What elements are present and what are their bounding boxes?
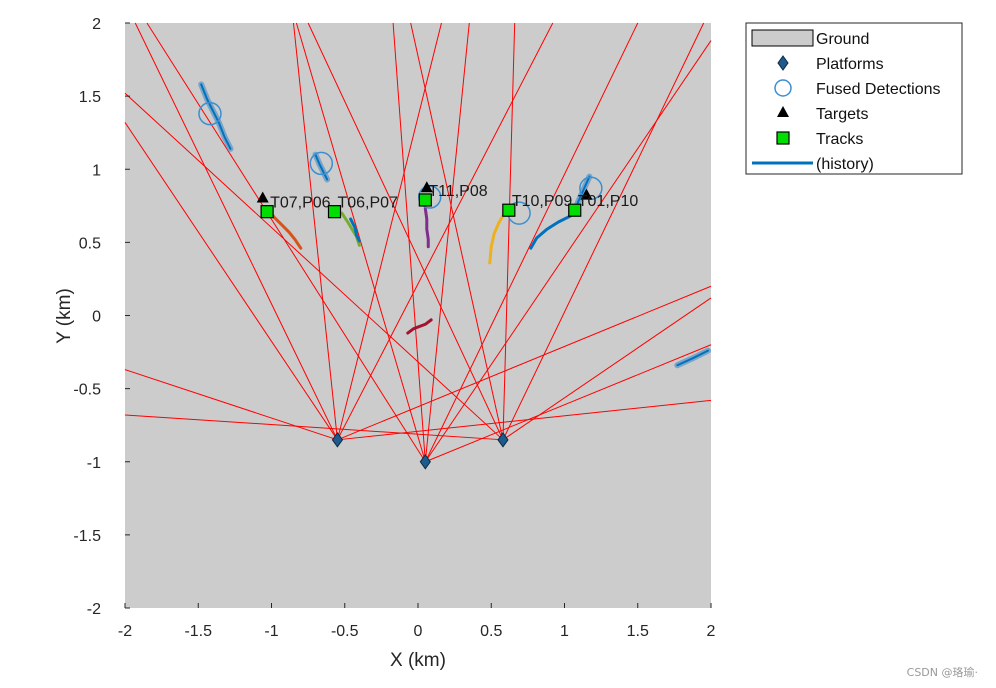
fused-detection-marker bbox=[198, 101, 222, 126]
sensor-ray bbox=[124, 122, 338, 441]
platforms-group bbox=[331, 431, 509, 470]
target-marker bbox=[256, 191, 269, 203]
fused-detection-marker bbox=[417, 185, 442, 209]
platform-marker bbox=[331, 431, 344, 448]
platform-marker bbox=[497, 431, 509, 448]
x-tick-label: 1.5 bbox=[627, 623, 649, 640]
sensor-rays-group bbox=[124, 22, 712, 463]
fused-detection-marker bbox=[309, 151, 334, 176]
track-marker bbox=[502, 203, 516, 217]
detection-cluster-core bbox=[576, 175, 591, 204]
track-label: T10,P09 bbox=[512, 193, 573, 210]
track-marker bbox=[260, 205, 274, 219]
sensor-ray bbox=[337, 285, 712, 441]
sensor-ray bbox=[292, 22, 338, 440]
sensor-ray bbox=[295, 22, 426, 462]
y-tick-label: -2 bbox=[87, 601, 101, 618]
sensor-ray bbox=[134, 22, 338, 441]
platform-marker bbox=[419, 453, 431, 470]
track-label: T01,P10 bbox=[578, 193, 639, 210]
sensor-ray bbox=[336, 22, 442, 440]
x-tick-label: -1 bbox=[264, 623, 278, 640]
track-label: T07,P06 bbox=[270, 195, 331, 212]
x-tick-label: 0 bbox=[414, 623, 423, 640]
sensor-ray bbox=[124, 369, 338, 441]
sensor-ray bbox=[502, 297, 712, 441]
legend-entry: Tracks bbox=[816, 131, 863, 148]
target-marker bbox=[580, 188, 593, 200]
y-tick-label: -1.5 bbox=[73, 528, 101, 545]
x-tick-label: 1 bbox=[560, 623, 569, 640]
y-tick-label: -0.5 bbox=[73, 382, 101, 399]
sensor-ray bbox=[124, 92, 504, 441]
x-tick-label: -0.5 bbox=[331, 623, 359, 640]
sensor-ray bbox=[392, 22, 426, 462]
track-marker bbox=[327, 205, 342, 219]
sensor-ray bbox=[307, 22, 504, 441]
y-axis-label: Y (km) bbox=[54, 288, 75, 344]
sensor-ray bbox=[146, 22, 426, 463]
track-marker bbox=[418, 193, 432, 207]
legend-box bbox=[745, 22, 963, 175]
x-tick-label: -1.5 bbox=[184, 623, 212, 640]
track-label: T06,P07 bbox=[337, 195, 398, 212]
x-tick-label: -2 bbox=[118, 623, 132, 640]
legend-entry: (history) bbox=[816, 156, 874, 173]
history-track bbox=[349, 217, 361, 243]
sensor-ray bbox=[336, 22, 554, 441]
history-tracks-group bbox=[198, 81, 712, 369]
legend-entry: Targets bbox=[816, 106, 868, 123]
sensor-ray bbox=[502, 22, 705, 441]
y-tick-label: 0 bbox=[92, 309, 101, 326]
y-tick-label: -1 bbox=[87, 455, 101, 472]
legend-entry: Fused Detections bbox=[816, 81, 941, 98]
y-tick-label: 0.5 bbox=[79, 235, 101, 252]
legend-entry: Ground bbox=[816, 31, 869, 48]
detection-cluster-core bbox=[200, 83, 232, 150]
legend-marker bbox=[777, 55, 789, 71]
history-track bbox=[488, 211, 506, 265]
detection-cluster-core bbox=[314, 153, 329, 181]
history-track bbox=[423, 207, 430, 249]
sensor-ray bbox=[424, 22, 639, 462]
legend: Ground Platforms Fused Detections Targets Tr… bbox=[745, 22, 963, 175]
legend-marker bbox=[777, 106, 789, 117]
y-tick-label: 1 bbox=[92, 162, 101, 179]
watermark-text: CSDN @珞瑜· bbox=[906, 666, 978, 679]
tracks-group: T07,P06 T06,P07 T11,P08 T10,P09 T01,P10 bbox=[260, 183, 639, 219]
sensor-ray bbox=[424, 22, 470, 462]
sensor-ray bbox=[502, 22, 516, 440]
detection-cluster-core bbox=[676, 349, 710, 367]
track-marker bbox=[568, 203, 582, 217]
x-axis-label: X (km) bbox=[390, 650, 446, 671]
targets-group bbox=[256, 181, 593, 203]
x-tick-label: 2 bbox=[707, 623, 716, 640]
axes-group: -2 -1.5 -1 -0.5 0 0.5 1 1.5 2 -2 -1.5 -1 -0.5 0 0.5 1 1.… bbox=[73, 16, 715, 640]
y-tick-label: 2 bbox=[92, 16, 101, 33]
y-tick-label: 1.5 bbox=[79, 89, 101, 106]
x-tick-label: 0.5 bbox=[480, 623, 502, 640]
history-track bbox=[406, 318, 433, 335]
sensor-ray bbox=[410, 22, 504, 440]
legend-entry: Platforms bbox=[816, 56, 884, 73]
track-label: T11,P08 bbox=[428, 183, 487, 200]
target-marker bbox=[420, 181, 433, 193]
sensor-ray bbox=[424, 40, 712, 463]
sensor-ray bbox=[425, 344, 712, 463]
legend-marker bbox=[751, 29, 814, 47]
sensor-ray bbox=[124, 414, 504, 441]
history-track bbox=[529, 214, 572, 250]
legend-marker bbox=[776, 131, 790, 145]
ground-area bbox=[125, 23, 711, 608]
legend-marker bbox=[774, 79, 792, 97]
